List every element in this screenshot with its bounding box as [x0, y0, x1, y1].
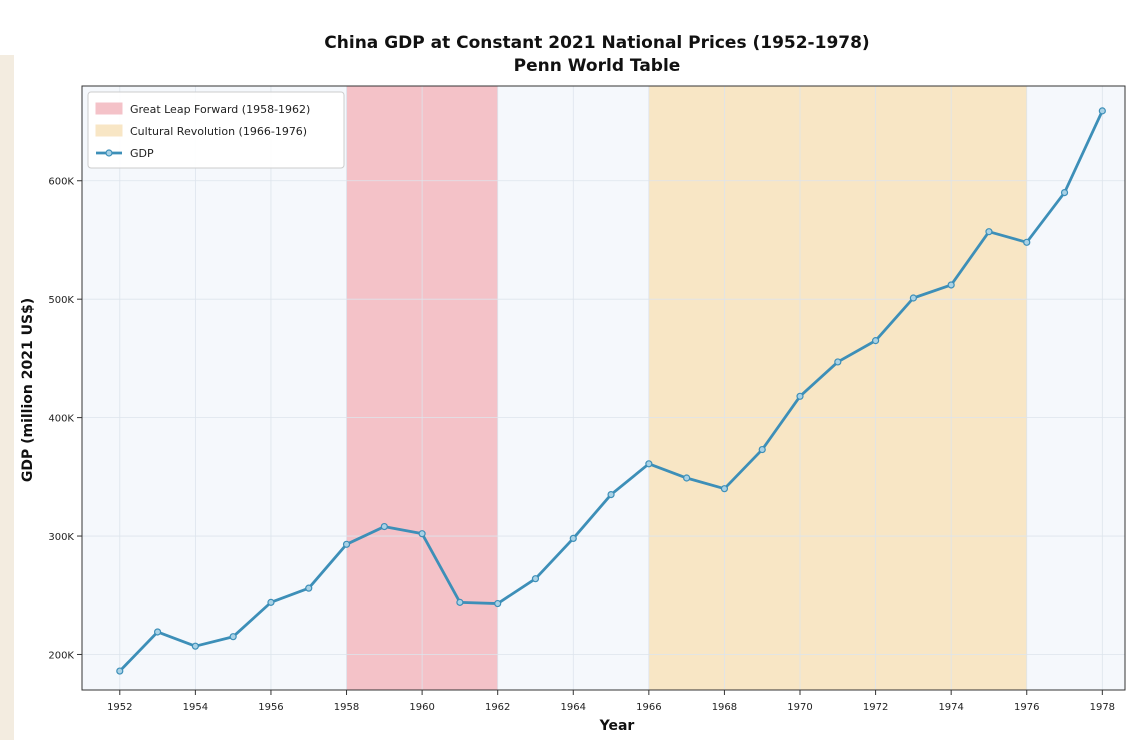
x-tick-label-0: 1952: [107, 702, 132, 713]
data-point-1975: [985, 228, 993, 236]
data-point-1977: [1060, 188, 1069, 197]
x-tick-label-7: 1966: [636, 702, 661, 713]
data-point-1956: [267, 598, 275, 606]
data-point-1964: [569, 534, 577, 543]
data-point-1960: [418, 530, 426, 538]
data-point-1978: [1098, 107, 1106, 115]
x-tick-label-10: 1972: [863, 702, 888, 713]
data-point-1971: [834, 358, 842, 366]
top-border: [0, 0, 1139, 6]
data-point-1966: [645, 460, 653, 468]
series-lines: [116, 107, 1106, 675]
data-point-1952: [116, 667, 124, 675]
y-axis-ticks: 200K 300K 400K 500K 600K: [48, 177, 82, 661]
legend-swatch-1: [95, 124, 123, 137]
x-tick-label-12: 1976: [1014, 702, 1039, 713]
x-axis-ticks: 1952 1954 1956 1958 1960 1962 1964 1966 1968 1970…: [107, 690, 1115, 713]
data-point-1968: [720, 485, 729, 493]
data-point-1954: [191, 642, 199, 650]
legend-box: [87, 91, 345, 169]
data-point-1958: [342, 540, 351, 548]
data-point-1953: [153, 628, 162, 636]
x-tick-label-9: 1970: [787, 702, 812, 713]
data-point-1955: [229, 633, 237, 641]
x-tick-label-4: 1960: [409, 702, 434, 713]
x-tick-label-8: 1968: [712, 702, 737, 713]
x-tick-label-11: 1974: [938, 702, 963, 713]
x-axis-label: Year: [599, 718, 635, 734]
data-point-1963: [531, 575, 540, 583]
legend-marker-2: [105, 149, 113, 157]
data-point-1972: [871, 337, 880, 345]
data-point-1959: [380, 522, 388, 531]
x-tick-label-5: 1962: [485, 702, 510, 713]
axes: [81, 85, 1126, 691]
data-point-1970: [796, 392, 804, 400]
data-point-1967: [683, 474, 691, 482]
data-point-1969: [758, 445, 766, 454]
data-point-1957: [305, 584, 313, 592]
grid-lines: [82, 86, 1125, 690]
y-tick-label-1: 300K: [48, 532, 74, 543]
y-tick-label-4: 600K: [48, 177, 74, 188]
x-tick-label-3: 1958: [334, 702, 359, 713]
x-tick-label-1: 1954: [183, 702, 208, 713]
chart-subtitle: Penn World Table: [514, 56, 681, 76]
data-point-1976: [1023, 238, 1031, 246]
legend-label-0: Great Leap Forward (1958-1962): [130, 103, 310, 116]
y-tick-label-0: 200K: [48, 650, 74, 661]
x-tick-label-6: 1964: [561, 702, 586, 713]
data-point-1961: [456, 598, 464, 606]
legend-label-1: Cultural Revolution (1966-1976): [130, 125, 307, 138]
plot-frame: [81, 85, 1126, 691]
y-tick-label-3: 500K: [48, 295, 74, 306]
y-axis-label: GDP (million 2021 US$): [20, 298, 36, 482]
data-point-1973: [909, 294, 917, 302]
shaded-regions: [346, 86, 1027, 690]
x-tick-label-2: 1956: [258, 702, 283, 713]
data-point-1974: [947, 281, 955, 289]
data-point-1965: [607, 490, 615, 499]
legend-label-2: GDP: [130, 147, 154, 160]
y-tick-label-2: 400K: [48, 414, 74, 425]
x-tick-label-13: 1978: [1090, 702, 1115, 713]
left-border: [0, 55, 14, 740]
legend: Great Leap Forward (1958-1962) Cultural R…: [87, 91, 345, 169]
chart-title: China GDP at Constant 2021 National Pric…: [324, 33, 869, 53]
shaded-region-1: [648, 86, 1027, 690]
legend-swatch-0: [95, 102, 123, 115]
data-point-1962: [494, 599, 502, 608]
